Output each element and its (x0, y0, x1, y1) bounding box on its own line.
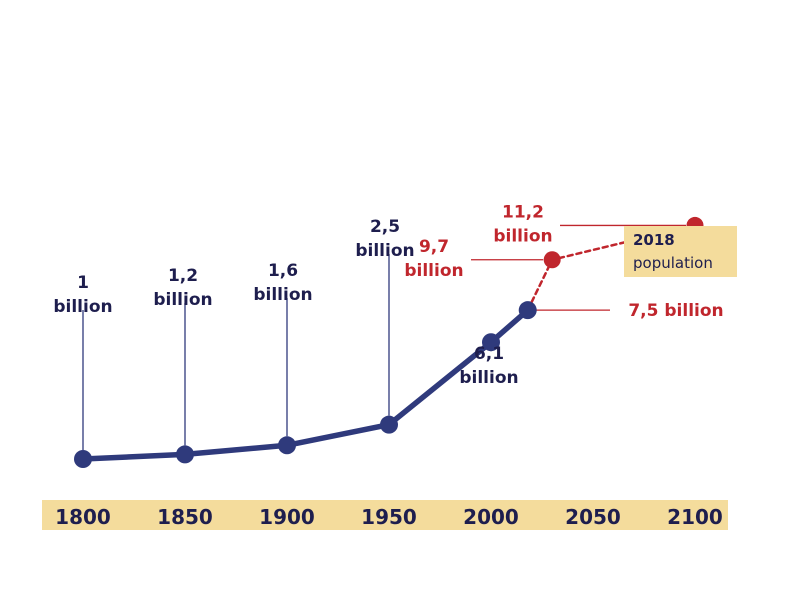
data-label-1900-line1: 1,6 (268, 261, 298, 281)
data-label-1950-line1: 2,5 (370, 217, 400, 237)
x-axis-ticks: 1800 1850 1900 1950 2000 2050 2100 (55, 505, 723, 529)
x-tick-label-2000: 2000 (463, 505, 519, 529)
data-label-1800-line1: 1 (77, 273, 89, 293)
leader-lines (82, 224, 686, 450)
data-label-2100-line1: 11,2 (502, 202, 544, 222)
x-tick-label-1950: 1950 (361, 505, 417, 529)
x-tick-label-1800: 1800 (55, 505, 111, 529)
data-point-2030 (543, 251, 561, 269)
data-label-2030-line1: 9,7 (419, 237, 449, 257)
x-tick-label-2100: 2100 (667, 505, 723, 529)
data-label-2100-line2: billion (493, 226, 552, 246)
data-label-1900-line2: billion (253, 285, 312, 305)
x-tick-label-1900: 1900 (259, 505, 315, 529)
data-label-2030-line2: billion (404, 261, 463, 281)
x-tick-label-1850: 1850 (157, 505, 213, 529)
data-point-1900 (278, 436, 296, 455)
data-label-2000-line2: billion (459, 368, 518, 388)
data-point-1850 (176, 445, 194, 464)
x-tick-label-2050: 2050 (565, 505, 621, 529)
data-point-2000 (482, 333, 500, 352)
data-label-1800-line2: billion (53, 297, 112, 317)
annotation-line1: 2018 (633, 231, 675, 249)
annotation-line2: population (633, 254, 713, 272)
data-labels: 1 billion 1,2 billion 1,6 billion 2,5 billion 6,… (53, 202, 723, 388)
annotation-2018: 2018 population (624, 226, 737, 277)
data-point-1800 (74, 450, 92, 468)
data-label-1850-line2: billion (153, 290, 212, 310)
data-label-1950-line2: billion (355, 241, 414, 261)
data-label-2000-line1: 6,1 (474, 344, 504, 364)
x-axis-band (42, 500, 728, 530)
data-label-2018-line1: 7,5 billion (628, 301, 723, 321)
data-label-1850-line1: 1,2 (168, 266, 198, 286)
data-point-1950 (380, 415, 398, 434)
annotation-box (624, 226, 737, 277)
data-point-2018 (518, 301, 537, 320)
